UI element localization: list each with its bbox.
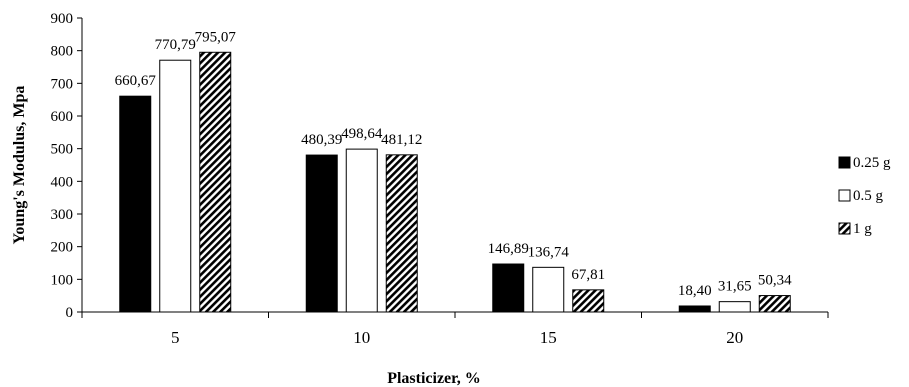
bar [532,266,565,313]
x-axis-title: Plasticizer, % [387,370,481,387]
data-label: 18,40 [678,283,712,299]
data-label: 67,81 [571,267,605,283]
x-tick-label: 15 [540,328,557,347]
y-tick-label: 300 [51,207,74,223]
x-tick-label: 5 [171,328,180,347]
bar [678,305,711,313]
y-tick-label: 700 [51,76,74,92]
bar-group [119,51,791,313]
y-tick-label: 900 [51,11,74,27]
y-tick-label: 400 [51,174,74,190]
bar [345,148,378,313]
bar [305,154,338,313]
bar [199,51,232,313]
data-label: 480,39 [301,132,342,148]
data-label: 481,12 [381,132,422,148]
data-label: 770,79 [155,37,196,53]
bar [758,295,791,313]
y-tick-label: 800 [51,44,74,60]
legend: 0.25 g 0.5 g 1 g [838,155,891,237]
bar [492,263,525,313]
bar [572,289,605,313]
x-tick-label: 10 [353,328,370,347]
legend-swatch [838,222,851,235]
bar [159,59,192,313]
data-label: 795,07 [195,29,237,45]
legend-label: 0.25 g [853,155,891,171]
data-label: 136,74 [528,244,570,260]
axes [81,18,828,313]
y-tick-label: 600 [51,109,74,125]
y-axis-ticks: 0 100 200 300 400 500 600 700 800 900 [51,11,82,321]
data-label: 146,89 [488,241,529,257]
y-tick-label: 0 [66,305,74,321]
bar [119,95,152,313]
legend-label: 0.5 g [853,188,884,204]
y-axis-title: Young's Modulus, Mpa [11,86,28,245]
y-tick-label: 500 [51,142,74,158]
y-tick-label: 200 [51,240,74,256]
legend-swatch [838,156,851,169]
data-label: 31,65 [718,279,752,295]
y-tick-label: 100 [51,272,74,288]
data-label: 660,67 [115,73,157,89]
legend-label: 1 g [853,221,872,237]
data-label: 498,64 [341,126,383,142]
x-tick-label: 20 [726,328,743,347]
bar [718,301,751,313]
legend-swatch [838,189,851,202]
x-axis-ticks: 5 10 15 20 [81,312,829,347]
data-label: 50,34 [758,273,792,289]
bar [385,154,418,313]
